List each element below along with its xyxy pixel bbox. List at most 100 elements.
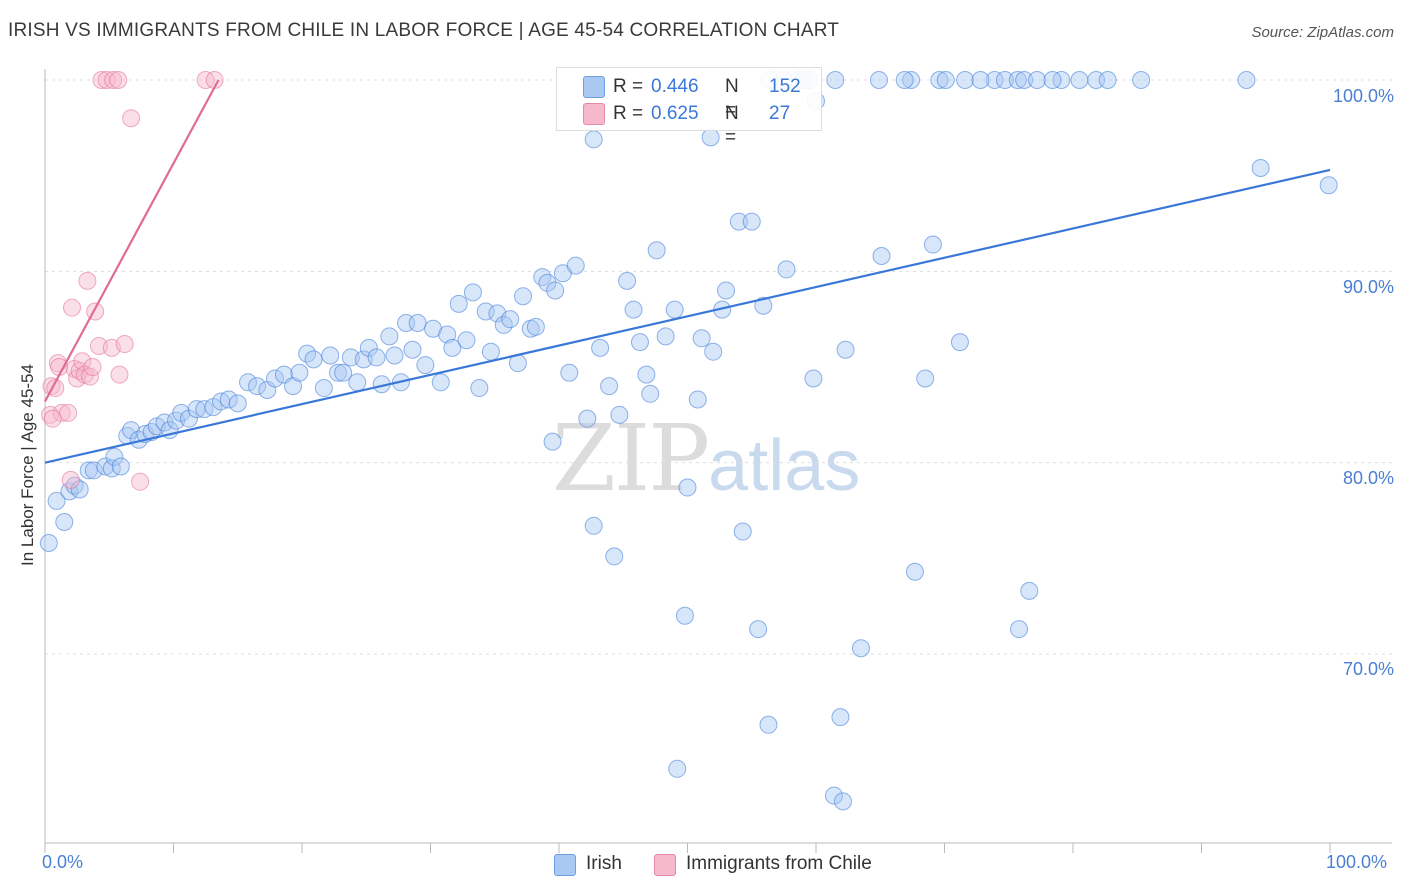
data-point-irish bbox=[1008, 71, 1027, 89]
data-point-irish bbox=[239, 373, 258, 392]
data-point-irish bbox=[1070, 71, 1089, 89]
data-point-irish bbox=[833, 792, 852, 811]
data-point-irish bbox=[923, 235, 942, 254]
y-tick-label-100: 100.0% bbox=[1332, 86, 1394, 106]
data-point-irish bbox=[584, 516, 603, 535]
data-point-irish bbox=[55, 512, 74, 531]
y-tick-label-90: 90.0% bbox=[1342, 277, 1394, 297]
legend-n-value: 27 bbox=[769, 103, 791, 124]
data-point-irish bbox=[995, 71, 1014, 89]
x-tick-label-min: 0.0% bbox=[42, 852, 84, 872]
data-point-irish bbox=[380, 327, 399, 346]
data-point-irish bbox=[688, 390, 707, 409]
y-axis-title: In Labor Force | Age 45-54 bbox=[18, 364, 37, 566]
trend-line-irish bbox=[44, 168, 1331, 464]
data-point-irish bbox=[717, 281, 736, 300]
data-point-irish bbox=[328, 363, 347, 382]
data-point-irish bbox=[902, 71, 921, 89]
data-point-irish bbox=[656, 327, 675, 346]
data-point-irish bbox=[476, 302, 495, 321]
legend-swatch-chile bbox=[583, 103, 605, 125]
data-point-irish bbox=[304, 350, 323, 369]
data-point-chile bbox=[78, 271, 97, 290]
data-point-irish bbox=[605, 547, 624, 566]
data-point-irish bbox=[824, 786, 843, 805]
data-point-irish bbox=[641, 384, 660, 403]
watermark: ZIPatlas bbox=[552, 405, 860, 512]
data-point-irish bbox=[111, 457, 130, 476]
data-point-irish bbox=[610, 405, 629, 424]
data-point-irish bbox=[1098, 71, 1117, 89]
data-point-irish bbox=[836, 340, 855, 359]
data-point-irish bbox=[804, 369, 823, 388]
data-point-chile bbox=[73, 352, 92, 371]
data-point-irish bbox=[777, 260, 796, 279]
data-point-irish bbox=[457, 331, 476, 350]
data-point-irish bbox=[749, 620, 768, 639]
data-point-irish bbox=[314, 379, 333, 398]
data-point-irish bbox=[321, 346, 340, 365]
data-point-irish bbox=[1043, 71, 1062, 89]
data-point-irish bbox=[334, 363, 353, 382]
legend-n-value: 152 bbox=[769, 76, 801, 97]
data-point-irish bbox=[971, 71, 990, 89]
data-point-irish bbox=[826, 71, 845, 89]
data-point-irish bbox=[647, 241, 666, 260]
data-point-irish bbox=[408, 313, 427, 332]
data-point-irish bbox=[385, 346, 404, 365]
data-point-irish bbox=[665, 300, 684, 319]
data-point-irish bbox=[637, 365, 656, 384]
data-point-irish bbox=[543, 432, 562, 451]
data-point-irish bbox=[219, 390, 238, 409]
data-point-irish bbox=[367, 348, 386, 367]
data-point-irish bbox=[228, 394, 247, 413]
watermark-zip: ZIP bbox=[552, 405, 710, 512]
data-point-irish bbox=[47, 491, 66, 510]
data-point-irish bbox=[930, 71, 949, 89]
data-point-irish bbox=[290, 363, 309, 382]
data-point-irish bbox=[96, 457, 115, 476]
data-point-irish bbox=[533, 268, 552, 287]
data-point-irish bbox=[526, 317, 545, 336]
data-point-irish bbox=[675, 606, 694, 625]
correlation-legend: R = 0.446 N = 152 R = 0.625 N = 27 bbox=[556, 67, 822, 148]
data-point-irish bbox=[591, 338, 610, 357]
y-tick-label-70: 70.0% bbox=[1342, 659, 1394, 679]
data-point-irish bbox=[759, 715, 778, 734]
data-point-chile bbox=[43, 409, 62, 428]
legend-swatch-irish bbox=[583, 76, 605, 98]
data-point-irish bbox=[179, 409, 198, 428]
data-point-irish bbox=[1028, 71, 1047, 89]
data-point-irish bbox=[438, 325, 457, 344]
data-point-irish bbox=[481, 342, 500, 361]
data-point-irish bbox=[431, 373, 450, 392]
data-point-irish bbox=[470, 379, 489, 398]
trend-line-chile bbox=[44, 79, 220, 402]
data-point-chile bbox=[115, 335, 134, 354]
bottom-legend-swatch-chile bbox=[654, 854, 676, 876]
data-point-chile bbox=[122, 109, 141, 128]
data-point-irish bbox=[449, 294, 468, 313]
data-point-irish bbox=[872, 247, 891, 266]
data-point-irish bbox=[538, 273, 557, 292]
data-point-irish bbox=[869, 71, 888, 89]
legend-r-value: 0.446 bbox=[651, 76, 699, 97]
data-point-irish bbox=[916, 369, 935, 388]
data-point-irish bbox=[1132, 71, 1151, 89]
data-point-irish bbox=[403, 340, 422, 359]
data-point-irish bbox=[122, 421, 141, 440]
watermark-atlas: atlas bbox=[708, 426, 861, 506]
data-point-irish bbox=[546, 281, 565, 300]
chart-title: IRISH VS IMMIGRANTS FROM CHILE IN LABOR … bbox=[8, 20, 840, 41]
data-point-irish bbox=[1237, 71, 1256, 89]
data-point-irish bbox=[985, 71, 1004, 89]
data-point-chile bbox=[109, 71, 128, 89]
data-point-irish bbox=[70, 480, 89, 499]
data-point-chile bbox=[83, 358, 102, 376]
data-point-irish bbox=[463, 283, 482, 302]
legend-r-value: 0.625 bbox=[651, 103, 699, 124]
data-point-chile bbox=[110, 365, 129, 384]
data-point-irish bbox=[501, 310, 520, 329]
data-point-chile bbox=[61, 470, 80, 489]
